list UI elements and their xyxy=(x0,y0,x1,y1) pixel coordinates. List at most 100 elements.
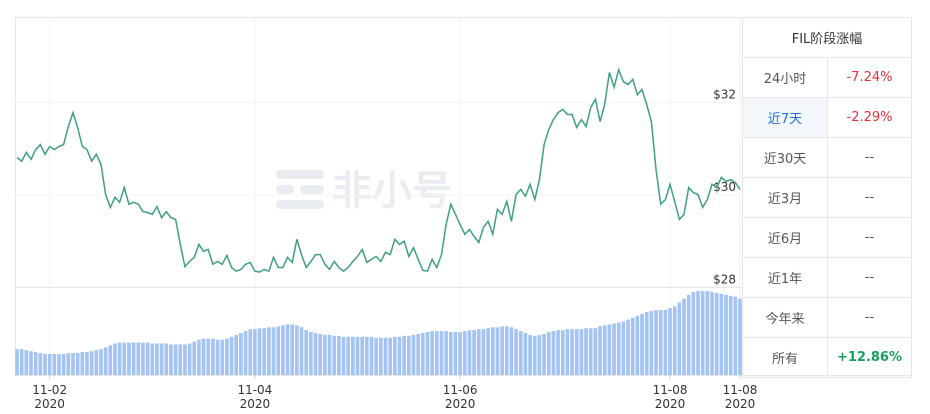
table-row: 所有 +12.86% xyxy=(742,337,912,378)
volume-bar xyxy=(80,352,85,375)
volume-bar xyxy=(113,343,117,375)
volume-bar xyxy=(397,336,402,375)
volume-bar xyxy=(299,327,304,375)
volume-bar xyxy=(546,332,551,375)
volume-bar xyxy=(99,349,103,375)
y-tick-label: $28 xyxy=(713,272,736,286)
volume-bar xyxy=(425,332,430,375)
table-title: FIL阶段涨幅 xyxy=(742,17,912,58)
volume-bar xyxy=(108,345,113,375)
volume-bar xyxy=(141,342,145,375)
volume-bar xyxy=(127,342,131,375)
volume-bar xyxy=(383,337,388,375)
volume-bar xyxy=(215,339,220,375)
change-value: -- xyxy=(827,217,912,258)
volume-bar xyxy=(518,331,523,375)
volume-bar xyxy=(85,352,89,375)
volume-bar xyxy=(341,336,346,375)
volume-bar xyxy=(593,328,598,375)
volume-bar xyxy=(406,335,411,375)
volume-bar xyxy=(565,329,570,375)
volume-bar xyxy=(318,333,323,375)
volume-bar xyxy=(579,329,584,375)
volume-bar xyxy=(145,342,150,375)
volume-bar xyxy=(560,330,565,375)
period-label: 24小时 xyxy=(742,57,828,98)
volume-bar xyxy=(434,331,439,375)
volume-bar xyxy=(19,349,24,375)
volume-bar xyxy=(276,326,281,375)
volume-bar xyxy=(365,336,369,375)
volume-bar xyxy=(122,342,127,375)
volume-bar xyxy=(500,326,504,375)
volume-bar xyxy=(24,350,29,375)
volume-bar xyxy=(43,354,47,375)
volume-bar xyxy=(570,329,574,375)
volume-bar xyxy=(159,343,164,375)
period-label: 近1年 xyxy=(742,257,828,298)
volume-bar xyxy=(173,344,178,375)
volume-bar xyxy=(584,328,588,375)
volume-bar xyxy=(430,331,434,375)
volume-bar xyxy=(528,334,532,375)
volume-bar xyxy=(33,352,38,375)
x-tick-label: 11-08 xyxy=(653,383,688,397)
volume-bar xyxy=(379,337,383,375)
volume-bar xyxy=(551,331,556,375)
volume-bar xyxy=(323,334,327,375)
volume-bar xyxy=(574,329,579,375)
change-value: +12.86% xyxy=(827,337,912,378)
watermark-group: 非小号 xyxy=(276,168,452,214)
volume-bar xyxy=(71,353,75,375)
change-value: -- xyxy=(827,297,912,338)
change-value: -- xyxy=(827,257,912,298)
x-tick-label: 11-06 xyxy=(443,383,478,397)
volume-bar xyxy=(388,337,392,375)
volume-bar xyxy=(402,335,406,375)
volume-bar xyxy=(94,350,99,375)
volume-bar xyxy=(733,296,738,375)
volume-bar xyxy=(635,315,640,375)
change-value: -2.29% xyxy=(827,97,912,138)
volume-bar xyxy=(183,344,187,375)
volume-bar xyxy=(290,324,295,375)
volume-bar xyxy=(472,330,476,375)
change-value: -7.24% xyxy=(827,57,912,98)
volume-bar xyxy=(38,353,43,375)
volume-bar xyxy=(542,333,546,375)
volume-bar xyxy=(29,351,33,375)
volume-bar xyxy=(598,326,602,375)
volume-bar xyxy=(532,335,537,375)
volume-bar xyxy=(448,332,453,375)
volume-bar xyxy=(486,328,490,375)
volume-bar xyxy=(304,330,309,375)
volume-bar xyxy=(724,294,728,375)
volume-bar xyxy=(52,354,57,375)
watermark-logo xyxy=(276,170,324,179)
volume-bar xyxy=(15,349,19,375)
volume-bar xyxy=(295,325,299,375)
volume-bar xyxy=(271,327,276,375)
volume-bar xyxy=(504,326,509,375)
volume-bar xyxy=(169,344,173,375)
volume-bar xyxy=(411,334,416,375)
volume-bar xyxy=(66,353,71,375)
volume-bar xyxy=(710,291,714,375)
volume-bar xyxy=(234,334,239,375)
x-tick-year: 2020 xyxy=(445,397,476,411)
volume-bar xyxy=(644,312,649,375)
volume-bar xyxy=(136,342,141,375)
watermark-logo xyxy=(300,185,324,194)
volume-bar xyxy=(700,291,705,375)
volume-bar xyxy=(439,331,444,375)
frame xyxy=(15,17,912,376)
change-value: -- xyxy=(827,137,912,178)
volume-bar xyxy=(686,294,691,375)
volume-bar xyxy=(621,321,626,375)
table-row: 近30天 -- xyxy=(742,137,912,178)
volume-bar xyxy=(420,333,425,375)
volume-bar xyxy=(57,354,61,375)
y-tick-label: $32 xyxy=(713,88,736,102)
volume-bar xyxy=(476,329,481,375)
period-label: 近6月 xyxy=(742,217,828,258)
